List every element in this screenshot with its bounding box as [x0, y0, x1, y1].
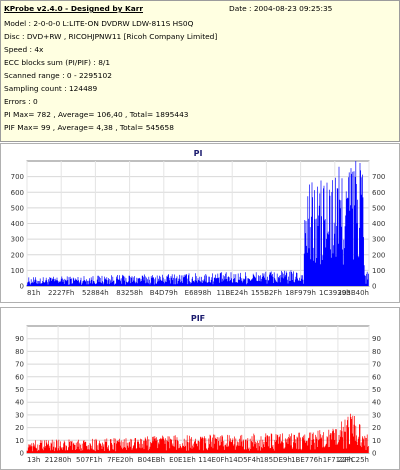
scan-date: Date : 2004-08-23 09:25:35 — [229, 4, 333, 13]
app-title: KProbe v2.4.0 - Designed by Karr — [4, 4, 144, 13]
pi-chart: PI 0 0 100 100 200 200 300 300 400 400 500 500 600 600… — [11, 149, 386, 297]
pi-chart-title: PI — [194, 149, 203, 158]
pif-chart: PIF 0 0 10 10 20 20 30 30 40 40 50 50 60 60 70 70 80 80 90 9… — [15, 314, 381, 464]
info-disc: Disc : DVD+RW , RICOHJPNW11 [Ricoh Compa… — [4, 32, 218, 41]
pif-y-tick-label-left: 30 — [15, 411, 24, 419]
pif-x-tick-label: 1BE776h — [291, 456, 322, 464]
pif-y-tick-label-right: 70 — [372, 361, 381, 369]
pif-y-tick-label-left: 50 — [15, 386, 24, 394]
pi-y-tick-label-right: 0 — [372, 283, 376, 291]
pif-x-tick-label: 1F712Fh — [323, 456, 353, 464]
pi-x-tick-label: 18F979h — [285, 289, 316, 297]
info-pif-stats: PIF Max= 99 , Average= 4,38 , Total= 545… — [4, 123, 174, 132]
pi-y-tick-label-right: 400 — [372, 220, 385, 228]
pif-chart-panel: PIF 0 0 10 10 20 20 30 30 40 40 50 50 60 60 70 70 80 80 90 9… — [0, 307, 400, 470]
pif-y-tick-label-right: 40 — [372, 399, 381, 407]
info-panel: KProbe v2.4.0 - Designed by Karr Date : … — [0, 0, 400, 142]
pi-y-tick-label-left: 500 — [11, 204, 24, 212]
info-sampling: Sampling count : 124489 — [4, 84, 98, 93]
pi-y-tick-label-right: 100 — [372, 267, 385, 275]
pif-y-tick-label-left: 20 — [15, 424, 24, 432]
info-range: Scanned range : 0 - 2295102 — [4, 71, 112, 80]
pi-y-tick-label-left: 200 — [11, 251, 24, 259]
pi-y-tick-label-right: 300 — [372, 236, 385, 244]
pif-y-tick-label-left: 70 — [15, 361, 24, 369]
pi-y-tick-label-left: 100 — [11, 267, 24, 275]
pif-y-tick-label-right: 10 — [372, 437, 381, 445]
pif-x-tick-label: 14D5F4h — [229, 456, 261, 464]
pi-y-tick-label-right: 500 — [372, 204, 385, 212]
pi-y-tick-label-right: 200 — [372, 251, 385, 259]
info-errors: Errors : 0 — [4, 97, 38, 106]
pif-y-tick-label-right: 0 — [372, 450, 376, 458]
pif-y-tick-label-right: 50 — [372, 386, 381, 394]
pif-y-tick-label-right: 80 — [372, 348, 381, 356]
pif-y-tick-label-left: 40 — [15, 399, 24, 407]
pif-x-tick-label: 507F1h — [76, 456, 102, 464]
pi-data-trace — [26, 161, 369, 286]
pi-y-tick-label-left: 300 — [11, 236, 24, 244]
pi-x-tick-label: 81h — [27, 289, 40, 297]
pif-x-tick-label: 114E0Fh — [198, 456, 229, 464]
pif-y-tick-label-left: 10 — [15, 437, 24, 445]
pi-x-tick-label: 155B2Fh — [251, 289, 282, 297]
pi-x-tick-label: 11BE24h — [216, 289, 247, 297]
pi-y-tick-label-left: 0 — [20, 283, 24, 291]
info-ecc: ECC blocks sum (PI/PIF) : 8/1 — [4, 58, 111, 67]
pi-x-tick-label: 2227Fh — [48, 289, 74, 297]
pi-y-tick-label-left: 600 — [11, 189, 24, 197]
pi-chart-panel: PI 0 0 100 100 200 200 300 300 400 400 500 500 600 600… — [0, 143, 400, 303]
pi-x-tick-label: E6898h — [185, 289, 212, 297]
pif-data-trace — [26, 413, 369, 453]
pif-x-tick-label: 13h — [27, 456, 40, 464]
pi-y-tick-label-left: 700 — [11, 173, 24, 181]
pi-x-tick-label: 52884h — [82, 289, 109, 297]
pi-x-tick-label: B4D79h — [150, 289, 178, 297]
pi-y-tick-label-right: 700 — [372, 173, 385, 181]
pif-x-tick-label: 21280h — [45, 456, 72, 464]
pif-x-tick-label: E0E1Eh — [169, 456, 196, 464]
pif-x-tick-label: 185DE9h — [260, 456, 292, 464]
pi-x-tick-label: 83258h — [116, 289, 143, 297]
pif-x-tick-label: 7FE20h — [107, 456, 133, 464]
pif-y-tick-label-left: 80 — [15, 348, 24, 356]
pi-y-tick-label-right: 600 — [372, 189, 385, 197]
pif-y-tick-label-left: 60 — [15, 373, 24, 381]
pi-x-tick-label: 203B40h — [337, 289, 369, 297]
pi-y-tick-label-left: 400 — [11, 220, 24, 228]
info-speed: Speed : 4x — [4, 45, 44, 54]
pif-x-tick-label: B04EBh — [138, 456, 165, 464]
pif-y-tick-label-left: 0 — [20, 450, 24, 458]
pif-chart-title: PIF — [191, 314, 205, 323]
pif-x-tick-label: 22FC25h — [338, 456, 369, 464]
info-model: Model : 2-0-0-0 L:LITE-ON DVDRW LDW-811S… — [4, 19, 194, 28]
info-pi-stats: PI Max= 782 , Average= 106,40 , Total= 1… — [4, 110, 189, 119]
pif-y-tick-label-right: 30 — [372, 411, 381, 419]
pif-y-tick-label-left: 90 — [15, 335, 24, 343]
pif-y-tick-label-right: 90 — [372, 335, 381, 343]
pif-y-tick-label-right: 60 — [372, 373, 381, 381]
pi-x-tick-label: 1C3939h — [319, 289, 351, 297]
pif-y-tick-label-right: 20 — [372, 424, 381, 432]
